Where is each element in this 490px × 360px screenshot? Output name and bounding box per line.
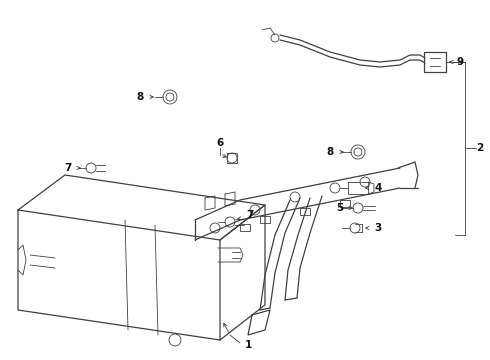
- Text: 3: 3: [374, 223, 382, 233]
- Text: 1: 1: [245, 340, 252, 350]
- Text: 8: 8: [326, 147, 334, 157]
- Text: 7: 7: [64, 163, 72, 173]
- Text: 7: 7: [246, 210, 254, 220]
- Text: 5: 5: [336, 203, 343, 213]
- Text: 6: 6: [217, 138, 223, 148]
- Text: 4: 4: [374, 183, 382, 193]
- Text: 2: 2: [476, 143, 484, 153]
- Text: 9: 9: [457, 57, 464, 67]
- Text: 8: 8: [136, 92, 144, 102]
